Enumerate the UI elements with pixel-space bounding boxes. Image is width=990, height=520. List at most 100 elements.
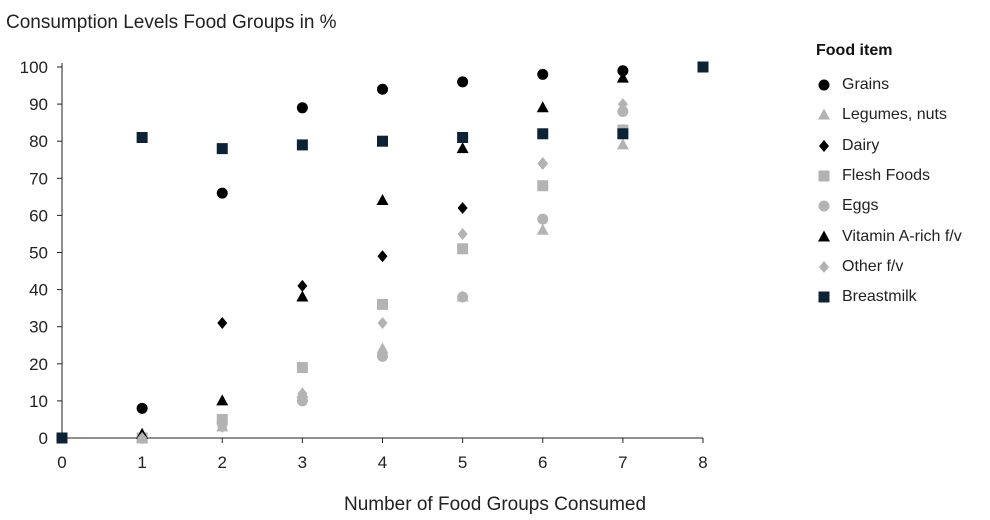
data-point	[56, 432, 68, 444]
data-point	[617, 65, 629, 77]
legend-marker-shape	[818, 108, 830, 120]
series-legumes-nuts	[136, 138, 629, 443]
data-point	[376, 194, 389, 206]
series-other-f-v	[137, 98, 628, 444]
legend-item: Breastmilk	[816, 282, 962, 312]
data-point	[217, 316, 228, 329]
y-tick-label: 60	[29, 206, 48, 225]
x-tick-label: 2	[218, 453, 227, 472]
y-tick-label: 80	[29, 132, 48, 151]
data-point	[616, 138, 629, 150]
x-tick-label: 8	[698, 453, 707, 472]
data-point	[456, 142, 469, 154]
legend-marker-shape	[818, 200, 830, 212]
legend-item: Eggs	[816, 191, 962, 221]
data-point	[377, 298, 388, 310]
data-point	[216, 187, 228, 199]
y-tick-label: 70	[29, 169, 48, 188]
x-tick-label: 6	[538, 453, 547, 472]
data-point	[217, 420, 228, 433]
data-point	[297, 387, 308, 400]
circle-marker-icon	[818, 200, 830, 212]
data-point	[137, 432, 148, 444]
series-dairy	[137, 124, 628, 444]
circle-marker-icon	[818, 79, 830, 91]
scatter-plot: 0 10 20 30 40 50 60 70 80 90 100 0 1 2 3 4 5 6 7 8	[20, 58, 709, 472]
diamond-marker-icon	[819, 139, 829, 152]
legend-marker-shape	[818, 79, 830, 91]
legend-marker-shape	[819, 260, 829, 273]
legend-item: Grains	[816, 70, 962, 100]
x-tick-label: 7	[618, 453, 627, 472]
data-point	[537, 213, 549, 225]
legend-marker-shape	[818, 230, 830, 242]
x-tick-label: 5	[458, 453, 467, 472]
x-tick-label: 1	[137, 453, 146, 472]
legend-marker-shape	[818, 291, 830, 303]
legend-item: Other f/v	[816, 252, 962, 282]
data-point	[136, 402, 148, 414]
data-point	[457, 131, 469, 143]
legend-label: Breastmilk	[842, 288, 917, 306]
legend-marker-shape	[819, 139, 829, 152]
legend-item: Dairy	[816, 131, 962, 161]
triangle-marker-icon	[818, 230, 830, 242]
data-point	[377, 135, 388, 147]
series-flesh-foods	[136, 124, 629, 444]
x-tick-label: 0	[57, 453, 66, 472]
triangle-marker-icon	[818, 108, 830, 120]
series-breastmilk	[56, 61, 709, 444]
data-point	[457, 227, 468, 240]
data-point	[457, 201, 468, 214]
legend-marker-shape	[818, 170, 830, 182]
data-point	[296, 290, 309, 302]
data-point	[536, 101, 549, 113]
legend-label: Dairy	[842, 136, 880, 154]
y-tick-label: 0	[39, 429, 48, 448]
y-tick-label: 30	[29, 318, 48, 337]
legend-label: Eggs	[842, 197, 879, 215]
data-point	[457, 76, 469, 88]
data-point	[697, 61, 709, 73]
y-tick-label: 10	[29, 392, 48, 411]
data-point	[537, 128, 549, 140]
data-point	[296, 362, 308, 374]
y-tick-label: 40	[29, 281, 48, 300]
legend-label: Grains	[842, 76, 890, 94]
legend-label: Vitamin A-rich f/v	[842, 227, 962, 245]
data-point	[377, 316, 388, 329]
legend-label: Legumes, nuts	[842, 106, 947, 124]
data-point	[377, 350, 388, 362]
legend-title: Food item	[816, 42, 893, 59]
y-tick-label: 90	[29, 95, 48, 114]
data-point	[136, 131, 148, 143]
legend-label: Flesh Foods	[842, 167, 931, 185]
data-point	[616, 71, 629, 83]
legend: Food item Grains Legumes, nuts Dairy Flesh …	[816, 42, 962, 312]
series-grains	[136, 65, 629, 414]
data-point	[297, 279, 308, 292]
x-tick-label: 4	[378, 453, 387, 472]
data-point	[617, 98, 628, 111]
diamond-marker-icon	[819, 260, 829, 273]
data-point	[296, 102, 308, 114]
chart-title: Consumption Levels Food Groups in %	[6, 12, 337, 33]
square-marker-icon	[818, 291, 830, 303]
data-point	[296, 395, 308, 407]
data-point	[537, 157, 548, 170]
x-tick-label: 3	[298, 453, 307, 472]
data-point	[537, 68, 549, 80]
y-tick-label: 20	[29, 355, 48, 374]
data-point	[216, 143, 228, 155]
data-point	[376, 342, 389, 354]
y-tick-label: 50	[29, 244, 48, 263]
x-axis-label: Number of Food Groups Consumed	[344, 494, 647, 515]
data-point	[377, 83, 388, 95]
data-point	[537, 180, 549, 192]
legend-item: Legumes, nuts	[816, 100, 962, 130]
legend-item: Vitamin A-rich f/v	[816, 221, 962, 251]
series-eggs	[136, 106, 629, 444]
data-point	[377, 250, 388, 263]
data-point	[216, 394, 229, 406]
data-point	[457, 291, 469, 303]
